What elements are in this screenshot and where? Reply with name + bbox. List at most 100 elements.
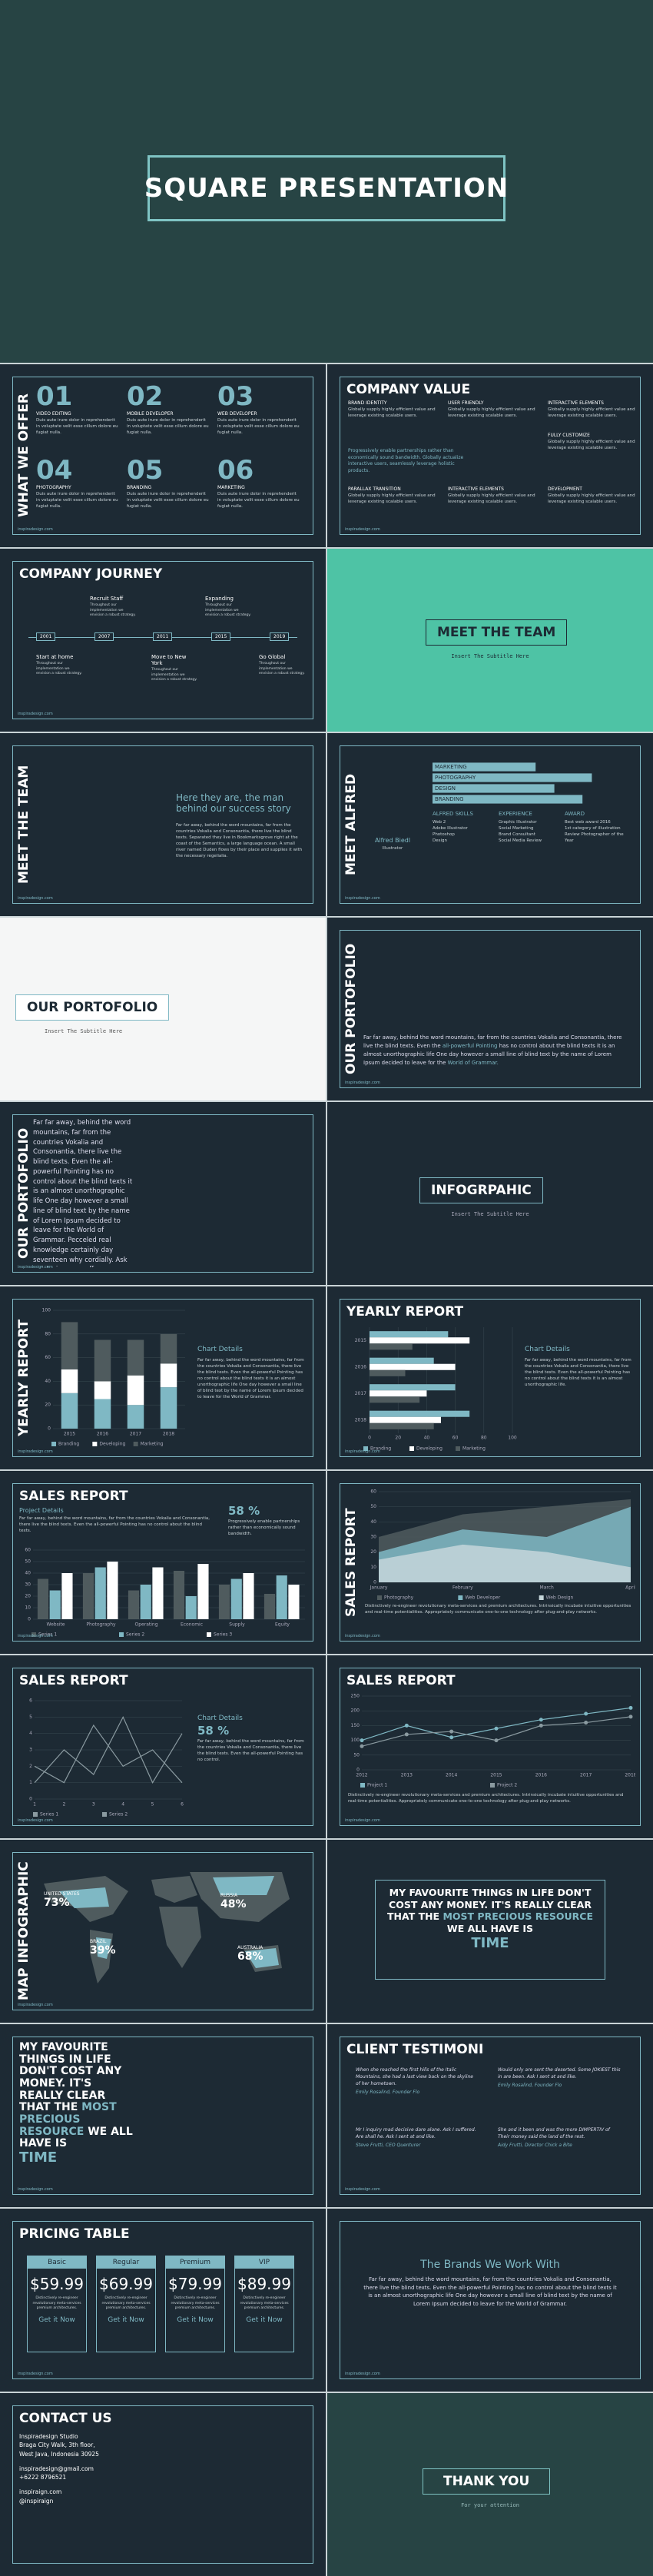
paragraph: Far far away, behind the word mountains,… bbox=[363, 1034, 625, 1067]
country: BRAZIL bbox=[90, 1939, 107, 1944]
button[interactable]: Get it Now bbox=[38, 2315, 75, 2324]
quote-last: TIME bbox=[19, 2149, 58, 2166]
bar bbox=[433, 784, 555, 793]
legend-label: Developing bbox=[99, 1442, 125, 1447]
slide: MY FAVOURITE THINGS IN LIFE DON'T COST A… bbox=[0, 2024, 326, 2207]
slide: PRICING TABLE Basic $59.99 Distinctively r… bbox=[0, 2209, 326, 2392]
y-tick-label: 2016 bbox=[355, 1364, 366, 1369]
number: 03 bbox=[217, 381, 254, 412]
footer: inspiradesign.com bbox=[18, 1449, 53, 1454]
footer: inspiradesign.com bbox=[345, 527, 380, 532]
slide-title: SALES REPORT bbox=[346, 1673, 456, 1688]
column: EXPERIENCE Graphic Illustrator Social Mark… bbox=[499, 811, 562, 845]
footer: inspiradesign.com bbox=[18, 1634, 53, 1638]
bar bbox=[218, 1585, 230, 1619]
frame: CONTACT US Inspiradesign Studio Braga Cit… bbox=[12, 2405, 313, 2564]
button[interactable]: Get it Now bbox=[108, 2315, 144, 2324]
y-tick-label: 2017 bbox=[355, 1391, 366, 1396]
x-tick-label: Website bbox=[47, 1622, 65, 1628]
plan: Premium $79.99 Distinctively re-engineer r… bbox=[165, 2256, 225, 2352]
value-item: INTERACTIVE ELEMENTS Globally supply high… bbox=[548, 399, 636, 420]
frame: The Brands We Work With Far far away, be… bbox=[340, 2221, 641, 2379]
column: ALFRED SKILLS Web 2 Adobe Illustrator Photo… bbox=[433, 811, 496, 845]
point bbox=[584, 1721, 588, 1725]
label: PHOTOGRAPHY bbox=[36, 485, 71, 490]
marker: RUSSIA 48% bbox=[220, 1893, 247, 1910]
world-map bbox=[44, 1872, 290, 1983]
item: 1st category of illustration bbox=[565, 825, 621, 831]
slide-title: OUR PORTOFOLIO bbox=[343, 943, 359, 1075]
y-tick-label: 40 bbox=[370, 1519, 376, 1525]
legend-swatch bbox=[458, 1595, 463, 1600]
bar bbox=[173, 1571, 185, 1619]
button[interactable]: Get it Now bbox=[177, 2315, 214, 2324]
label: INTERACTIVE ELEMENTS bbox=[448, 486, 504, 492]
slide: SALES REPORT 0 50 100 150 200 250 2012 2013 2014… bbox=[327, 1655, 653, 1838]
point bbox=[404, 1723, 409, 1728]
bar bbox=[185, 1596, 197, 1619]
text: Far far away, behind the word mountains,… bbox=[363, 2276, 617, 2307]
quote-text: MY FAVOURITE THINGS IN LIFE DON'T COST A… bbox=[387, 1887, 592, 1923]
legend-swatch bbox=[207, 1632, 211, 1637]
contact-line: inspiradesign@gmail.com bbox=[19, 2465, 94, 2472]
step: Go Global Throughout our implementation w… bbox=[259, 652, 305, 677]
label: INTERACTIVE ELEMENTS bbox=[548, 400, 604, 406]
bar bbox=[243, 1573, 254, 1619]
name: Aidy Frutti, Director Chick a Bite bbox=[498, 2143, 572, 2148]
y-tick-label: 250 bbox=[351, 1694, 360, 1699]
bar bbox=[370, 1396, 420, 1403]
heading: ALFRED SKILLS bbox=[433, 811, 473, 817]
point bbox=[628, 1715, 633, 1719]
bar bbox=[433, 762, 536, 772]
details: Far far away, behind the word mountains,… bbox=[19, 1516, 210, 1533]
frame: YEARLY REPORT 0 20 40 60 80 100 2015 2016 2017 20… bbox=[340, 1299, 641, 1457]
africa bbox=[159, 1907, 201, 1968]
contact-lines: Inspiradesign Studio Braga City Walk, 3th… bbox=[19, 2432, 99, 2505]
text: Throughout our implementation we envisio… bbox=[151, 668, 197, 682]
button[interactable]: Get it Now bbox=[246, 2315, 283, 2324]
legend-swatch bbox=[119, 1632, 124, 1637]
value-item: BRAND IDENTITY Globally supply highly eff… bbox=[348, 399, 436, 420]
link[interactable]: all-powerful Pointing bbox=[442, 1042, 498, 1049]
percent: 73% bbox=[44, 1897, 70, 1909]
text: Duis aute irure dolor in reprehenderit i… bbox=[217, 418, 300, 435]
x-tick-label: 1 bbox=[33, 1802, 36, 1808]
footer: inspiradesign.com bbox=[345, 2372, 380, 2376]
x-tick-label: Operating bbox=[135, 1622, 158, 1628]
legend-label: Web Design bbox=[546, 1595, 574, 1601]
offer-item: 05 BRANDING Duis aute irure dolor in repre… bbox=[127, 457, 210, 510]
link[interactable]: World of Grammar. bbox=[447, 1059, 499, 1066]
y-tick-label: 4 bbox=[29, 1731, 32, 1736]
intro: Progressively enable partnerships rather… bbox=[348, 448, 464, 474]
plan-price: $79.99 bbox=[168, 2275, 222, 2293]
text: Duis aute irure dolor in reprehenderit i… bbox=[217, 492, 300, 509]
slide: CLIENT TESTIMONI When she reached the fi… bbox=[327, 2024, 653, 2207]
stat: 58 % bbox=[228, 1504, 260, 1518]
frame: OUR PORTOFOLIO Far far away, behind the … bbox=[340, 930, 641, 1088]
bar bbox=[370, 1343, 413, 1350]
x-tick-label: Photography bbox=[86, 1622, 116, 1628]
frame: OUR PORTOFOLIO Far far away, behind the … bbox=[12, 1114, 313, 1273]
legend-label: Series 1 bbox=[40, 1812, 58, 1817]
quote-highlight: MOST PRECIOUS RESOURCE bbox=[443, 1910, 593, 1923]
y-tick-label: 50 bbox=[370, 1504, 376, 1509]
percent: 68% bbox=[237, 1950, 264, 1963]
point bbox=[449, 1735, 454, 1740]
item: Graphic Illustrator bbox=[499, 820, 537, 825]
bar bbox=[128, 1590, 140, 1619]
legend-label: Branding bbox=[370, 1446, 391, 1452]
y-tick-label: 2018 bbox=[355, 1417, 366, 1422]
details: Far far away, behind the word mountains,… bbox=[197, 1739, 304, 1762]
slide: SALES REPORT 0 1 2 3 4 5 6 1 2 3 4 5 6 Series 1 Series… bbox=[0, 1655, 326, 1838]
legend-label: Developing bbox=[416, 1446, 443, 1452]
plan-name: Regular bbox=[97, 2256, 155, 2269]
cover-title: MEET THE TEAM bbox=[426, 619, 568, 646]
country: UNITED STATES bbox=[44, 1891, 80, 1897]
bar-label: BRANDING bbox=[435, 796, 464, 802]
x-tick-label: 2016 bbox=[97, 1432, 108, 1437]
slide: OUR PORTOFOLIO Far far away, behind the … bbox=[0, 1102, 326, 1285]
point bbox=[494, 1738, 499, 1743]
plan: Regular $69.99 Distinctively re-engineer r… bbox=[96, 2256, 156, 2352]
bar-segment bbox=[127, 1375, 144, 1406]
